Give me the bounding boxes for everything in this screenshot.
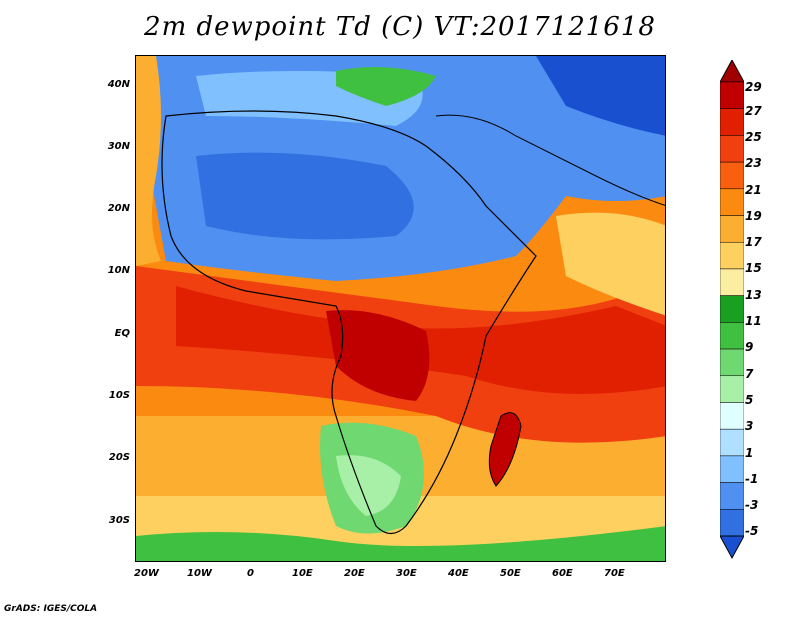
colorbar-label-29: 29 bbox=[745, 80, 762, 94]
lon-label-60e: 60E bbox=[552, 568, 573, 579]
colorbar-segment bbox=[720, 322, 744, 350]
colorbar-segment bbox=[720, 455, 744, 483]
lon-label-10e: 10E bbox=[292, 568, 313, 579]
field-kalahari bbox=[336, 455, 401, 516]
colorbar-label-m3: -3 bbox=[745, 498, 759, 512]
colorbar-segment bbox=[720, 108, 744, 136]
colorbar-segment bbox=[720, 348, 744, 377]
colorbar-segment bbox=[720, 482, 744, 510]
colorbar-label-19: 19 bbox=[745, 209, 762, 223]
lat-label-20s: 20S bbox=[108, 452, 130, 463]
colorbar-label-13: 13 bbox=[745, 288, 762, 302]
field-madagascar bbox=[489, 412, 521, 486]
lat-label-40n: 40N bbox=[107, 79, 130, 90]
colorbar-segment bbox=[720, 402, 744, 430]
field-congo-basin bbox=[326, 310, 430, 401]
colorbar-label-m1: -1 bbox=[745, 472, 759, 486]
lon-label-70e: 70E bbox=[604, 568, 625, 579]
colorbar bbox=[720, 60, 744, 560]
africa-coastline bbox=[161, 110, 537, 535]
field-southern-green bbox=[136, 526, 665, 561]
madagascar-coastline bbox=[488, 412, 522, 487]
lat-label-30n: 30N bbox=[107, 141, 130, 152]
colorbar-segment bbox=[720, 135, 744, 163]
field-arabian-sea bbox=[556, 212, 665, 316]
colorbar-label-21: 21 bbox=[745, 183, 762, 197]
arabia-coastline bbox=[435, 114, 665, 206]
lat-label-30s: 30S bbox=[108, 515, 130, 526]
lon-label-30e: 30E bbox=[396, 568, 417, 579]
map-title: 2m dewpoint Td (C) VT:2017121618 bbox=[144, 12, 656, 42]
field-mediterranean bbox=[336, 67, 436, 106]
colorbar-bottom-arrow bbox=[720, 535, 744, 560]
lon-label-20e: 20E bbox=[344, 568, 365, 579]
colorbar-top-arrow bbox=[720, 60, 744, 83]
colorbar-segment bbox=[720, 375, 744, 403]
colorbar-label-17: 17 bbox=[745, 235, 762, 249]
colorbar-label-9: 9 bbox=[745, 340, 754, 354]
colorbar-label-5: 5 bbox=[745, 393, 754, 407]
colorbar-segment bbox=[720, 161, 744, 190]
lat-label-20n: 20N bbox=[107, 203, 130, 214]
colorbar-segment bbox=[720, 215, 744, 243]
colorbar-segment bbox=[720, 509, 744, 537]
grads-footer: GrADS: IGES/COLA bbox=[4, 604, 98, 614]
lat-label-10s: 10S bbox=[108, 390, 130, 401]
lon-label-0: 0 bbox=[247, 568, 254, 579]
colorbar-segment bbox=[720, 268, 744, 296]
colorbar-label-11: 11 bbox=[745, 314, 762, 328]
colorbar-label-m5: -5 bbox=[745, 524, 759, 538]
colorbar-segment bbox=[720, 295, 744, 323]
colorbar-segment bbox=[720, 188, 744, 216]
colorbar-label-27: 27 bbox=[745, 104, 762, 118]
lat-label-10n: 10N bbox=[107, 265, 130, 276]
dewpoint-map bbox=[135, 55, 666, 562]
colorbar-label-7: 7 bbox=[745, 367, 754, 381]
lon-label-40e: 40E bbox=[448, 568, 469, 579]
lat-label-eq: EQ bbox=[114, 328, 130, 339]
colorbar-segments bbox=[720, 81, 744, 537]
field-sahara-core bbox=[196, 152, 414, 240]
colorbar-label-23: 23 bbox=[745, 156, 762, 170]
colorbar-segment bbox=[720, 81, 744, 109]
map-field-svg bbox=[136, 56, 665, 561]
field-asia-dry bbox=[536, 56, 665, 136]
colorbar-label-15: 15 bbox=[745, 261, 762, 275]
colorbar-segment bbox=[720, 241, 744, 270]
lon-label-10w: 10W bbox=[187, 568, 212, 579]
lon-label-50e: 50E bbox=[500, 568, 521, 579]
colorbar-segment bbox=[720, 428, 744, 457]
colorbar-label-3: 3 bbox=[745, 419, 754, 433]
lon-label-20w: 20W bbox=[134, 568, 159, 579]
field-atlantic-nw bbox=[136, 56, 161, 266]
colorbar-label-1: 1 bbox=[745, 446, 754, 460]
colorbar-label-25: 25 bbox=[745, 130, 762, 144]
